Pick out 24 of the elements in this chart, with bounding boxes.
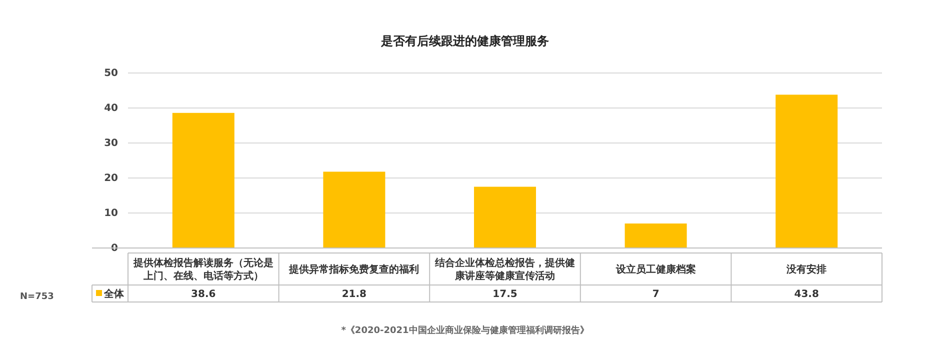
y-tick-label: 50 [104,68,118,80]
x-tick-label: 提供体检报告解读服务（无论是上门、在线、电话等方式） [132,257,274,282]
bar [172,112,234,248]
data-label: 43.8 [794,289,819,300]
x-tick-label: 结合企业体检总检报告，提供健康讲座等健康宣传活动 [434,257,575,282]
y-tick-label: 30 [104,138,118,150]
y-tick-label: 10 [104,208,118,220]
text: *《2020-2021中国企业商业保险与健康管理福利调研报告》 [341,325,589,336]
x-tick-label: 提供异常指标免费复查的福利 [288,264,420,276]
data-label: 17.5 [492,289,518,300]
bar [474,186,536,248]
x-tick-label: 设立员工健康档案 [614,264,696,276]
data-label: 21.8 [342,289,367,300]
y-tick-label: 40 [104,103,118,114]
x-tick-label: 没有安排 [786,264,827,276]
chart-title: 是否有后续跟进的健康管理服务 [380,34,549,48]
legend-label: 全体 [103,288,125,300]
data-label: 38.6 [191,289,216,300]
text: N=753 [20,292,54,302]
bar [776,94,838,248]
data-label: 7 [652,289,660,300]
bar [323,172,386,248]
y-tick-label: 20 [104,173,118,184]
bar [624,224,687,248]
